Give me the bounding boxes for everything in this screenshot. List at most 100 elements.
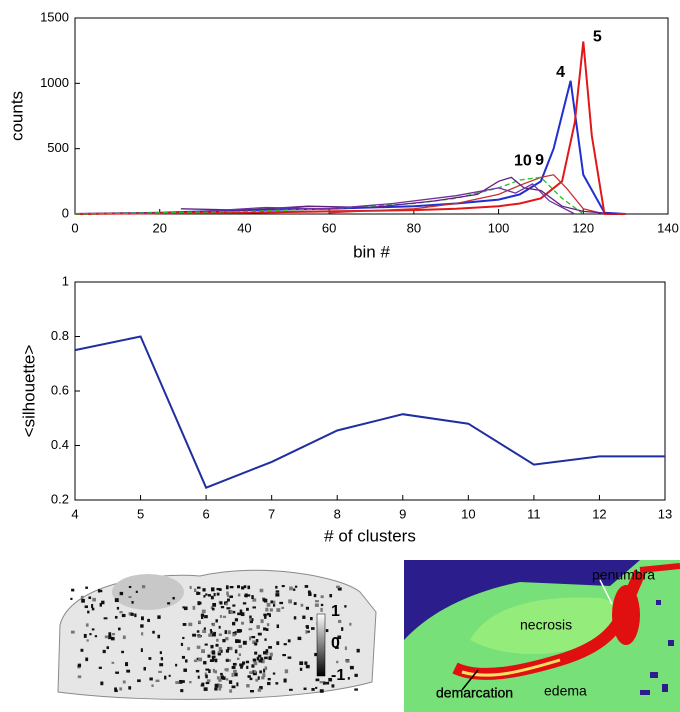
speckle [338, 619, 342, 624]
speckle [235, 639, 239, 644]
speckle [349, 622, 352, 626]
speckle [320, 603, 324, 607]
speckle [219, 649, 223, 653]
speckle [97, 589, 101, 593]
speckle [244, 594, 247, 597]
speckle [238, 644, 242, 648]
speckle [315, 600, 319, 603]
speckle [140, 616, 144, 621]
speckle [276, 641, 280, 646]
speckle [189, 585, 192, 590]
speckle [265, 628, 269, 632]
speckle [233, 669, 237, 674]
speckle [249, 617, 252, 621]
speckle [299, 661, 304, 666]
speckle [193, 659, 198, 663]
speckle [314, 603, 319, 607]
speckle [200, 613, 205, 617]
speckle [347, 677, 350, 680]
speckle [70, 630, 75, 634]
speckle [294, 585, 298, 588]
x-tick-label: 6 [202, 506, 209, 521]
speckle [356, 648, 360, 653]
speckle [121, 650, 125, 654]
speckle [108, 635, 112, 640]
speckle [283, 678, 287, 683]
speckle [205, 668, 210, 671]
data-line [74, 335, 665, 489]
speckle [192, 633, 197, 637]
speckle [236, 629, 241, 633]
y-tick-label: 1000 [40, 75, 69, 90]
speckle [265, 651, 269, 656]
speckle [305, 625, 309, 628]
speckle [115, 671, 120, 674]
speckle [252, 598, 257, 602]
speckle [337, 635, 342, 640]
image-label: necrosis [520, 617, 572, 633]
speckle [197, 601, 201, 606]
speckle [131, 601, 134, 604]
speckle [217, 652, 222, 656]
speckle [259, 686, 263, 690]
speckle [264, 666, 268, 671]
speckle [293, 588, 296, 591]
speckle [241, 621, 245, 625]
speckle [262, 673, 266, 678]
speckle [331, 684, 335, 688]
speckle [247, 675, 251, 678]
speckle [102, 649, 106, 654]
speckle [205, 593, 208, 596]
speckle [234, 649, 238, 654]
speckle [99, 589, 103, 593]
speckle [203, 627, 206, 630]
speckle [252, 640, 257, 644]
speckle [227, 646, 230, 650]
speckle [77, 663, 82, 668]
speckle [239, 663, 243, 667]
speckle [213, 631, 217, 634]
speckle [311, 688, 315, 691]
speckle [279, 601, 284, 605]
x-tick-label: 10 [461, 506, 475, 521]
speckle [260, 657, 264, 661]
speckle [252, 670, 255, 675]
speckle [249, 619, 253, 624]
speckle [228, 680, 233, 684]
speckle [354, 673, 358, 677]
speckle [192, 605, 196, 610]
speckle [226, 598, 230, 602]
speckle [354, 688, 358, 691]
speckle [236, 682, 239, 687]
speckle [175, 681, 180, 685]
speckle [180, 642, 184, 646]
speckle [218, 679, 222, 682]
speckle [201, 649, 205, 654]
speckle [175, 663, 178, 667]
speckle [255, 678, 259, 682]
x-tick-label: 140 [657, 220, 679, 235]
speckle [214, 670, 218, 674]
y-axis-label: counts [7, 91, 26, 141]
x-tick-label: 7 [268, 506, 275, 521]
speckle [255, 639, 259, 643]
speckle [101, 600, 105, 605]
speckle [252, 658, 257, 662]
speckle [141, 585, 146, 589]
speckle [227, 659, 231, 662]
data-line [74, 41, 626, 215]
y-tick-label: 500 [47, 140, 69, 155]
speckle [275, 590, 280, 593]
speckle [284, 669, 289, 674]
speckle [276, 608, 281, 612]
speckle [267, 678, 271, 681]
speckle [241, 661, 246, 665]
speckle [211, 655, 216, 658]
speckle [199, 601, 202, 605]
y-axis-label: <silhouette> [19, 345, 38, 438]
speckle [229, 610, 234, 613]
speckle [172, 596, 175, 600]
speckle [197, 675, 200, 679]
speckle [247, 594, 251, 597]
